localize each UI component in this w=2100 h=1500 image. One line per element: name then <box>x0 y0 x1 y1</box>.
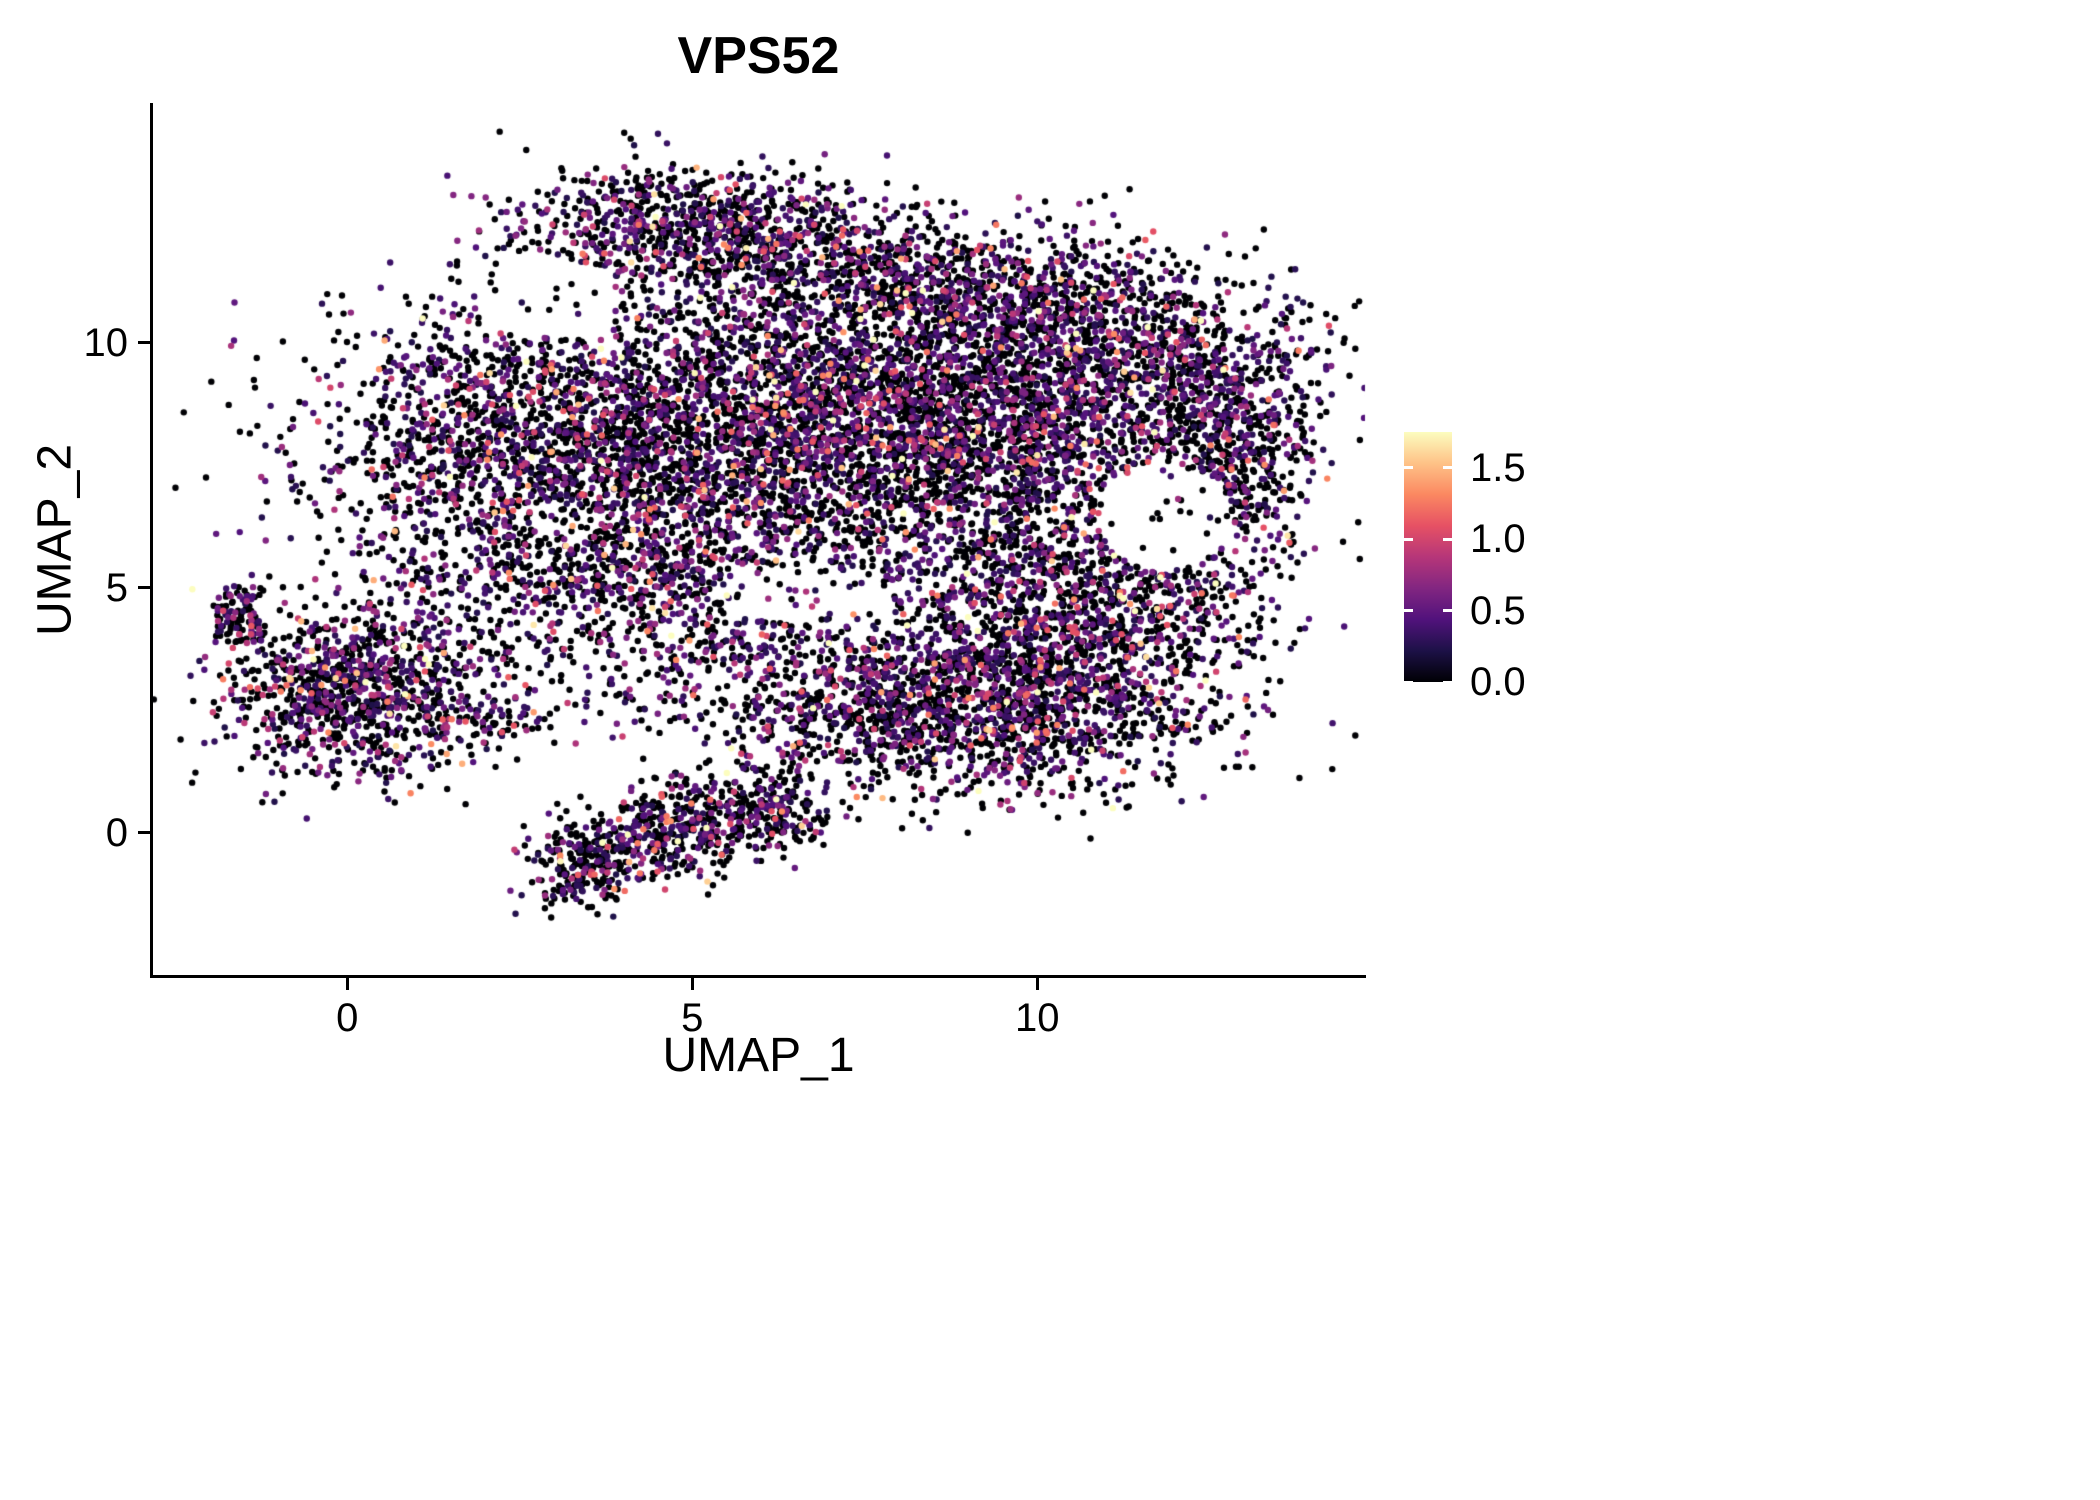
colorbar-tick-mark-left <box>1404 466 1413 470</box>
x-tick-mark <box>690 978 694 990</box>
x-tick-label: 5 <box>681 996 704 1040</box>
colorbar-tick-mark-right <box>1443 609 1452 613</box>
colorbar-tick-mark-left <box>1404 537 1413 541</box>
colorbar-tick-mark-right <box>1443 537 1452 541</box>
colorbar-tick-mark-right <box>1443 466 1452 470</box>
y-axis-title: UMAP_2 <box>28 443 82 637</box>
colorbar-gradient <box>1404 432 1452 684</box>
x-tick-label: 10 <box>1015 996 1060 1040</box>
y-tick-mark <box>138 586 150 590</box>
y-tick-label: 5 <box>105 565 128 610</box>
colorbar-tick-label: 1.5 <box>1470 445 1526 490</box>
colorbar-tick-mark-left <box>1404 680 1413 684</box>
x-tick-mark <box>1035 978 1039 990</box>
y-tick-label: 10 <box>83 320 129 365</box>
x-axis-line <box>150 975 1366 978</box>
colorbar-tick-mark-right <box>1443 680 1452 684</box>
y-tick-mark <box>138 831 150 835</box>
x-tick-label: 0 <box>336 996 359 1040</box>
colorbar-tick-label: 0.0 <box>1470 660 1526 704</box>
x-axis-title: UMAP_1 <box>662 1029 855 1082</box>
colorbar-tick-label: 1.0 <box>1470 517 1526 562</box>
colorbar-tick-label: 0.5 <box>1470 588 1526 633</box>
plot-title: VPS52 <box>677 27 840 85</box>
y-tick-mark <box>138 341 150 345</box>
y-axis-line <box>150 103 153 978</box>
y-tick-label: 0 <box>105 810 128 855</box>
x-tick-mark <box>345 978 349 990</box>
colorbar-tick-mark-left <box>1404 609 1413 613</box>
